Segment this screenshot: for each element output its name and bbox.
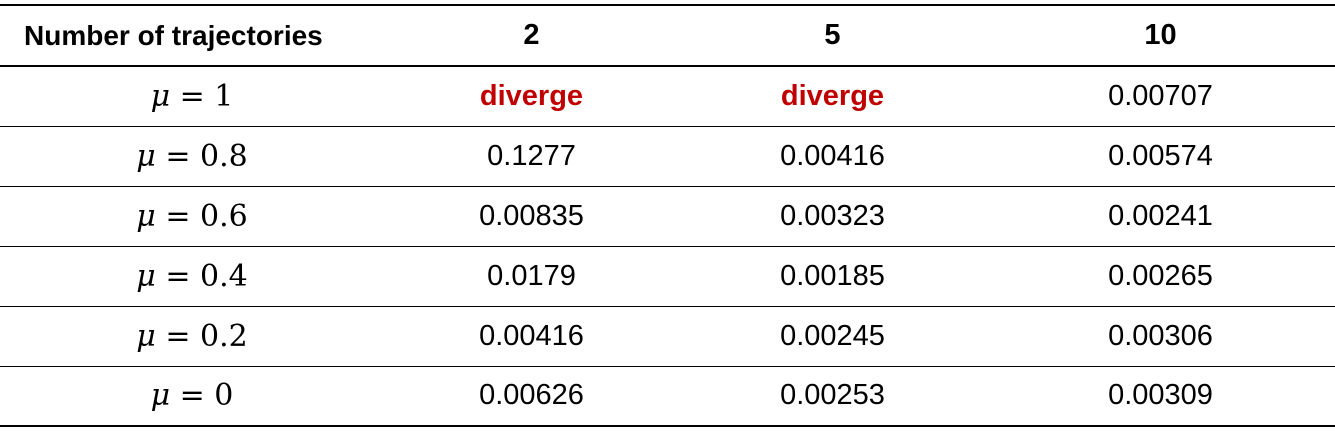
mu-symbol: μ: [136, 258, 156, 294]
table-cell: diverge: [679, 66, 986, 127]
table-cell: diverge: [384, 66, 679, 127]
mu-symbol: μ: [150, 378, 171, 414]
table-row: μ = 0.2 0.00416 0.00245 0.00306: [0, 306, 1335, 367]
mu-value: = 0: [170, 378, 234, 414]
mu-symbol: μ: [136, 138, 156, 174]
row-label: μ = 1: [0, 66, 384, 127]
table-cell: 0.00835: [384, 186, 679, 247]
table-cell: 0.00265: [986, 246, 1335, 307]
table-row: μ = 0 0.00626 0.00253 0.00309: [0, 366, 1335, 427]
mu-value: = 0.8: [155, 138, 248, 174]
table-row: μ = 1 diverge diverge 0.00707: [0, 66, 1335, 127]
table-cell: 0.00309: [986, 366, 1335, 427]
mu-value: = 0.4: [155, 258, 248, 294]
header-col-10: 10: [986, 4, 1335, 67]
mu-symbol: μ: [136, 318, 156, 354]
mu-value: = 0.6: [155, 198, 248, 234]
header-label: Number of trajectories: [0, 4, 384, 67]
table-cell: 0.00574: [986, 126, 1335, 187]
mu-value: = 0.2: [155, 318, 248, 354]
table-cell: 0.00253: [679, 366, 986, 427]
table-cell: 0.00323: [679, 186, 986, 247]
row-label: μ = 0.6: [0, 186, 384, 247]
header-col-5: 5: [679, 4, 986, 67]
table-cell: 0.00416: [384, 306, 679, 367]
table-row: μ = 0.4 0.0179 0.00185 0.00265: [0, 246, 1335, 307]
table-cell: 0.0179: [384, 246, 679, 307]
row-label: μ = 0.2: [0, 306, 384, 367]
table-row: μ = 0.6 0.00835 0.00323 0.00241: [0, 186, 1335, 247]
table-row: μ = 0.8 0.1277 0.00416 0.00574: [0, 126, 1335, 187]
results-table: Number of trajectories 2 5 10 μ = 1 dive…: [0, 4, 1335, 427]
row-label: μ = 0.8: [0, 126, 384, 187]
table-cell: 0.00185: [679, 246, 986, 307]
table-cell: 0.00306: [986, 306, 1335, 367]
table-cell: 0.1277: [384, 126, 679, 187]
table-cell: 0.00245: [679, 306, 986, 367]
table-cell: 0.00707: [986, 66, 1335, 127]
row-label: μ = 0.4: [0, 246, 384, 307]
header-row: Number of trajectories 2 5 10: [0, 4, 1335, 67]
table-cell: 0.00626: [384, 366, 679, 427]
mu-symbol: μ: [150, 78, 171, 114]
mu-value: = 1: [170, 78, 234, 114]
table-cell: 0.00241: [986, 186, 1335, 247]
table-cell: 0.00416: [679, 126, 986, 187]
mu-symbol: μ: [136, 198, 156, 234]
header-col-2: 2: [384, 4, 679, 67]
row-label: μ = 0: [0, 366, 384, 427]
